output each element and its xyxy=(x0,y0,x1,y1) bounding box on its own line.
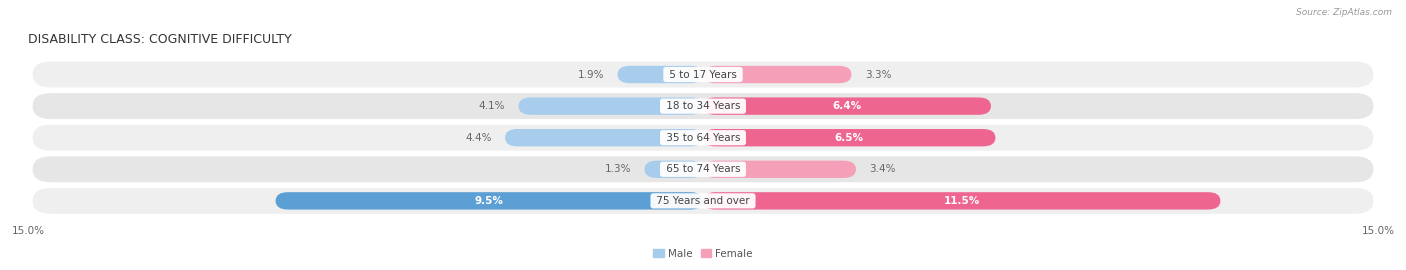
Text: 6.5%: 6.5% xyxy=(835,133,863,143)
Text: DISABILITY CLASS: COGNITIVE DIFFICULTY: DISABILITY CLASS: COGNITIVE DIFFICULTY xyxy=(28,33,292,46)
Text: 1.3%: 1.3% xyxy=(605,164,631,174)
FancyBboxPatch shape xyxy=(617,66,703,83)
FancyBboxPatch shape xyxy=(703,161,856,178)
Text: 3.3%: 3.3% xyxy=(865,70,891,80)
FancyBboxPatch shape xyxy=(32,93,1374,119)
Text: 75 Years and over: 75 Years and over xyxy=(652,196,754,206)
Text: Source: ZipAtlas.com: Source: ZipAtlas.com xyxy=(1296,8,1392,17)
Text: 5 to 17 Years: 5 to 17 Years xyxy=(666,70,740,80)
Text: 6.4%: 6.4% xyxy=(832,101,862,111)
FancyBboxPatch shape xyxy=(703,97,991,115)
FancyBboxPatch shape xyxy=(519,97,703,115)
FancyBboxPatch shape xyxy=(32,188,1374,214)
Text: 1.9%: 1.9% xyxy=(578,70,605,80)
FancyBboxPatch shape xyxy=(32,62,1374,87)
Text: 9.5%: 9.5% xyxy=(475,196,503,206)
FancyBboxPatch shape xyxy=(703,192,1220,210)
Legend: Male, Female: Male, Female xyxy=(650,245,756,263)
FancyBboxPatch shape xyxy=(703,129,995,146)
FancyBboxPatch shape xyxy=(703,66,852,83)
FancyBboxPatch shape xyxy=(505,129,703,146)
Text: 65 to 74 Years: 65 to 74 Years xyxy=(662,164,744,174)
FancyBboxPatch shape xyxy=(276,192,703,210)
FancyBboxPatch shape xyxy=(32,156,1374,182)
FancyBboxPatch shape xyxy=(32,125,1374,151)
FancyBboxPatch shape xyxy=(644,161,703,178)
Text: 4.1%: 4.1% xyxy=(478,101,505,111)
Text: 11.5%: 11.5% xyxy=(943,196,980,206)
Text: 18 to 34 Years: 18 to 34 Years xyxy=(662,101,744,111)
Text: 35 to 64 Years: 35 to 64 Years xyxy=(662,133,744,143)
Text: 4.4%: 4.4% xyxy=(465,133,492,143)
Text: 3.4%: 3.4% xyxy=(869,164,896,174)
